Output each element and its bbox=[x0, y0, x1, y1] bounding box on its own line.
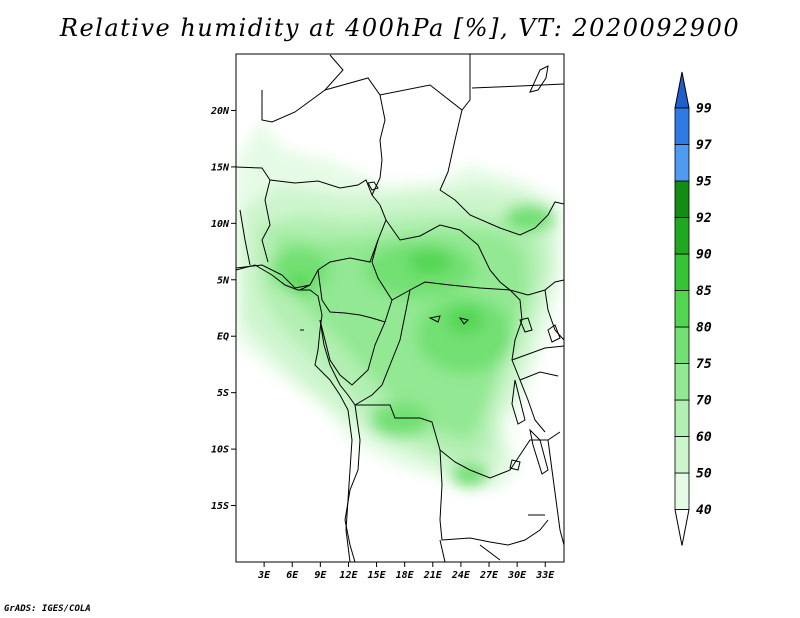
rh-region-85 bbox=[408, 250, 452, 274]
colorbar-label: 92 bbox=[696, 211, 712, 226]
lon-tick-label: 24E bbox=[451, 570, 471, 581]
chart-title: Relative humidity at 400hPa [%], VT: 202… bbox=[59, 14, 741, 42]
latitude-axis: 20N 15N 10N 5N EQ 5S 10S 15S bbox=[210, 106, 236, 512]
colorbar-segment bbox=[674, 180, 690, 218]
lon-tick-label: 30E bbox=[507, 570, 527, 581]
lon-tick-label: 6E bbox=[286, 570, 299, 581]
rh-region-85 bbox=[447, 306, 483, 334]
colorbar-segment bbox=[674, 253, 690, 291]
colorbar-segment bbox=[674, 363, 690, 401]
rh-region-80 bbox=[270, 248, 330, 292]
colorbar-label: 40 bbox=[696, 503, 712, 518]
colorbar-label: 90 bbox=[696, 248, 712, 263]
colorbar-label: 97 bbox=[696, 138, 712, 153]
colorbar-label: 85 bbox=[696, 284, 712, 299]
rh-region-80 bbox=[370, 402, 430, 438]
colorbar-segment bbox=[674, 472, 690, 510]
colorbar-bottom-arrow bbox=[674, 509, 690, 546]
colorbar-segment bbox=[674, 399, 690, 437]
lon-tick-label: 9E bbox=[314, 570, 327, 581]
lon-tick-label: 33E bbox=[535, 570, 555, 581]
colorbar-segment bbox=[674, 144, 690, 182]
lat-tick-label: 20N bbox=[210, 106, 230, 117]
colorbar-segment bbox=[674, 107, 690, 145]
lat-tick-label: 5S bbox=[217, 388, 229, 399]
rh-region-80 bbox=[450, 463, 490, 487]
lon-tick-label: 21E bbox=[423, 570, 443, 581]
colorbar-segment bbox=[674, 436, 690, 474]
lat-tick-label: EQ bbox=[217, 332, 229, 343]
lat-tick-label: 10N bbox=[211, 219, 230, 230]
longitude-axis: 3E 6E 9E 12E 15E 18E 21E 24E 27E 30E 33E bbox=[257, 562, 555, 581]
lat-tick-label: 15N bbox=[211, 162, 230, 173]
rh-region-80 bbox=[417, 297, 513, 373]
humidity-field bbox=[236, 120, 562, 490]
lon-tick-label: 3E bbox=[257, 570, 271, 581]
lat-tick-label: 5N bbox=[217, 275, 230, 286]
colorbar: 40 50 60 70 75 80 85 90 92 95 97 99 bbox=[674, 71, 712, 546]
country-boundaries bbox=[236, 54, 564, 562]
colorbar-label: 50 bbox=[696, 467, 712, 482]
lon-tick-label: 27E bbox=[479, 570, 499, 581]
colorbar-label: 60 bbox=[696, 430, 712, 445]
rh-region-80 bbox=[504, 204, 556, 232]
lon-tick-label: 15E bbox=[368, 570, 387, 581]
credit-text: GrADS: IGES/COLA bbox=[4, 604, 91, 614]
colorbar-label: 70 bbox=[696, 394, 712, 409]
lat-tick-label: 10S bbox=[211, 445, 229, 456]
colorbar-label: 80 bbox=[696, 321, 712, 336]
lat-tick-label: 15S bbox=[211, 501, 229, 512]
colorbar-label: 95 bbox=[696, 175, 712, 190]
map-frame bbox=[235, 53, 565, 563]
colorbar-label: 75 bbox=[696, 357, 712, 372]
lon-tick-label: 18E bbox=[396, 570, 415, 581]
colorbar-label: 99 bbox=[696, 102, 712, 117]
colorbar-segment bbox=[674, 217, 690, 255]
colorbar-segment bbox=[674, 326, 690, 364]
colorbar-top-arrow bbox=[674, 71, 690, 109]
lon-tick-label: 12E bbox=[339, 570, 358, 581]
colorbar-segment bbox=[674, 290, 690, 328]
